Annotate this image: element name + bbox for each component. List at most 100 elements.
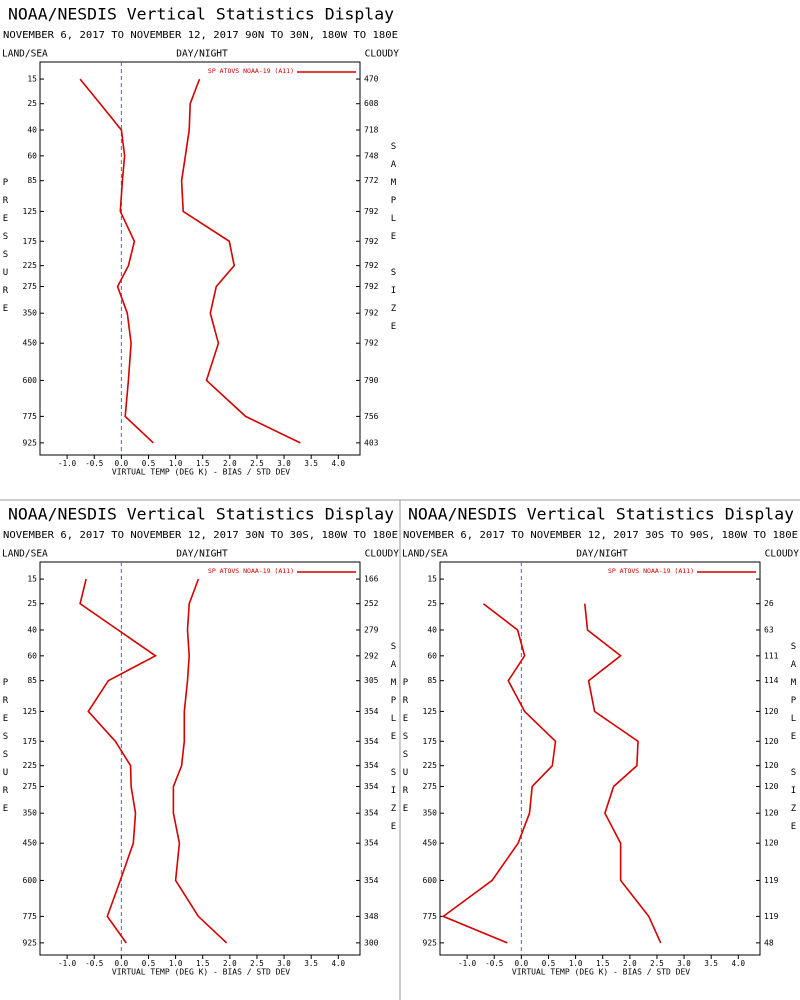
x-tick-label: -1.0 [58, 459, 77, 468]
y-tick-label: 40 [27, 625, 37, 634]
sample-size-label: 63 [764, 625, 774, 634]
x-axis-label: VIRTUAL TEMP (DEG K) - BIAS / STD DEV [512, 968, 690, 977]
y-tick-label: 225 [23, 761, 38, 770]
sample-size-label: 120 [764, 707, 779, 716]
sample-size-label: 354 [364, 876, 379, 885]
y-tick-label: 85 [27, 676, 37, 685]
chart-subtitle: NOVEMBER 6, 2017 TO NOVEMBER 12, 2017 90… [3, 30, 398, 41]
chart-subtitle: NOVEMBER 6, 2017 TO NOVEMBER 12, 2017 30… [403, 530, 798, 541]
y-tick-label: 60 [27, 151, 37, 160]
x-axis-label: VIRTUAL TEMP (DEG K) - BIAS / STD DEV [112, 968, 290, 977]
header-right: CLOUDY [365, 549, 400, 560]
header-left: LAND/SEA [2, 549, 48, 560]
y2-axis-label: SAMPLE SIZE [789, 642, 799, 840]
sample-size-label: 354 [364, 809, 379, 818]
sample-size-label: 348 [364, 912, 379, 921]
sample-size-label: 608 [364, 99, 379, 108]
y-axis-label: PRESSURE [401, 678, 411, 822]
y-tick-label: 450 [23, 839, 38, 848]
sample-size-label: 354 [364, 782, 379, 791]
y-tick-label: 275 [23, 782, 38, 791]
sample-size-label: 756 [364, 412, 379, 421]
y-tick-label: 600 [23, 376, 38, 385]
x-tick-label: 1.0 [169, 459, 183, 468]
x-tick-label: 4.0 [732, 959, 746, 968]
y-tick-label: 15 [27, 575, 37, 584]
sample-size-label: 119 [764, 876, 779, 885]
header-right: CLOUDY [365, 49, 400, 60]
sample-size-label: 792 [364, 309, 379, 318]
std-dev-line [172, 578, 228, 944]
y-tick-label: 600 [423, 876, 438, 885]
x-tick-label: -0.5 [85, 959, 103, 968]
x-tick-label: 2.0 [223, 459, 237, 468]
x-tick-label: 2.0 [623, 959, 637, 968]
y-tick-label: 600 [23, 876, 38, 885]
header-left: LAND/SEA [402, 549, 448, 560]
y-tick-label: 175 [23, 737, 38, 746]
legend-label: SP ATOVS NOAA-19 (A11) [208, 567, 294, 575]
sample-size-label: 748 [364, 151, 379, 160]
panel: NOAA/NESDIS Vertical Statistics Display N… [1, 505, 400, 977]
x-tick-label: 4.0 [332, 959, 346, 968]
sample-size-label: 119 [764, 912, 779, 921]
sample-size-label: 120 [764, 782, 779, 791]
y-tick-label: 175 [23, 237, 38, 246]
y-tick-label: 350 [23, 309, 38, 318]
x-tick-label: 1.5 [596, 959, 610, 968]
y-tick-label: 60 [27, 651, 37, 660]
panel: NOAA/NESDIS Vertical Statistics Display N… [1, 5, 400, 477]
y-tick-label: 775 [23, 912, 38, 921]
x-tick-label: 2.5 [250, 459, 264, 468]
y-tick-label: 125 [423, 707, 438, 716]
x-tick-label: 2.5 [250, 959, 264, 968]
sample-size-label: 790 [364, 376, 379, 385]
legend-label: SP ATOVS NOAA-19 (A11) [608, 567, 694, 575]
sample-size-label: 354 [364, 761, 379, 770]
sample-size-label: 120 [764, 737, 779, 746]
sample-size-label: 26 [764, 599, 774, 608]
y-tick-label: 775 [423, 912, 438, 921]
sample-size-label: 166 [364, 575, 379, 584]
y-tick-label: 85 [427, 676, 437, 685]
panel: NOAA/NESDIS Vertical Statistics Display N… [401, 505, 800, 977]
x-tick-label: -0.5 [85, 459, 103, 468]
y-tick-label: 925 [423, 938, 438, 947]
std-dev-line [180, 78, 301, 444]
x-tick-label: 0.0 [515, 959, 529, 968]
sample-size-label: 792 [364, 339, 379, 348]
y-tick-label: 925 [23, 438, 38, 447]
sample-size-label: 120 [764, 839, 779, 848]
y-tick-label: 125 [23, 207, 38, 216]
y-axis-label: PRESSURE [1, 178, 11, 322]
header-left: LAND/SEA [2, 49, 48, 60]
y-tick-label: 15 [27, 75, 37, 84]
sample-size-label: 354 [364, 707, 379, 716]
sample-size-label: 120 [764, 761, 779, 770]
legend-label: SP ATOVS NOAA-19 (A11) [208, 67, 294, 75]
sample-size-label: 354 [364, 839, 379, 848]
sample-size-label: 718 [364, 125, 379, 134]
x-tick-label: 0.5 [142, 459, 156, 468]
sample-size-label: 120 [764, 809, 779, 818]
sample-size-label: 292 [364, 651, 379, 660]
y-tick-label: 25 [27, 99, 37, 108]
y-tick-label: 350 [423, 809, 438, 818]
y-tick-label: 275 [423, 782, 438, 791]
sample-size-label: 279 [364, 625, 379, 634]
y-axis-label: PRESSURE [1, 678, 11, 822]
y-tick-label: 450 [23, 339, 38, 348]
header-center: DAY/NIGHT [176, 549, 228, 560]
x-axis-label: VIRTUAL TEMP (DEG K) - BIAS / STD DEV [112, 468, 290, 477]
x-tick-label: -1.0 [458, 959, 477, 968]
x-tick-label: -1.0 [58, 959, 77, 968]
std-dev-line [584, 603, 662, 944]
x-tick-label: 2.0 [223, 959, 237, 968]
y-tick-label: 60 [427, 651, 437, 660]
chart-title: NOAA/NESDIS Vertical Statistics Display [408, 505, 794, 524]
sample-size-label: 792 [364, 261, 379, 270]
y-tick-label: 40 [27, 125, 37, 134]
sample-size-label: 111 [764, 651, 779, 660]
x-tick-label: 3.5 [304, 459, 318, 468]
x-tick-label: 3.0 [677, 959, 691, 968]
